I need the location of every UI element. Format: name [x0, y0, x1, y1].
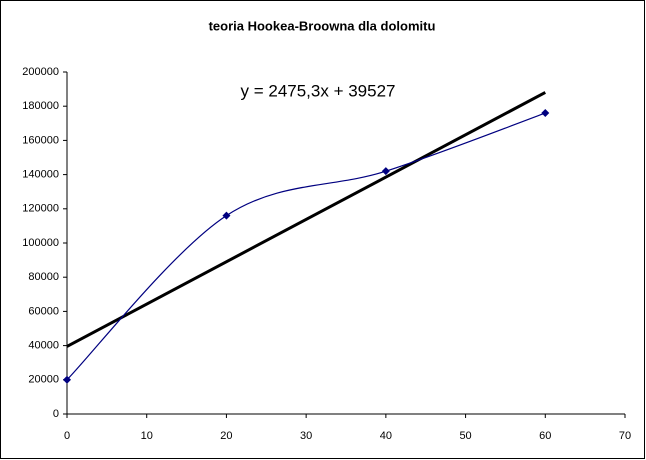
x-tick-label: 10	[141, 430, 153, 442]
trendline-equation: y = 2475,3x + 39527	[240, 81, 395, 100]
y-tick-label: 160000	[22, 134, 59, 146]
data-point	[381, 167, 390, 176]
x-tick-label: 70	[619, 430, 631, 442]
y-tick-label: 20000	[28, 374, 59, 386]
data-point	[222, 211, 231, 220]
y-tick-label: 200000	[22, 66, 59, 78]
x-tick-label: 30	[300, 430, 312, 442]
x-tick-label: 60	[539, 430, 551, 442]
x-tick-label: 0	[64, 430, 70, 442]
y-tick-label: 60000	[28, 305, 59, 317]
data-point	[541, 109, 550, 118]
y-tick-label: 40000	[28, 340, 59, 352]
y-tick-label: 140000	[22, 169, 59, 181]
y-tick-label: 0	[53, 408, 59, 420]
x-tick-label: 50	[459, 430, 471, 442]
y-tick-label: 120000	[22, 203, 59, 215]
trendline	[66, 91, 546, 348]
y-tick-label: 180000	[22, 100, 59, 112]
y-tick-label: 80000	[28, 271, 59, 283]
x-tick-label: 20	[220, 430, 232, 442]
data-point	[63, 375, 71, 384]
chart-title: teoria Hookea-Broowna dla dolomitu	[209, 18, 436, 33]
y-tick-label: 100000	[22, 237, 59, 249]
x-tick-label: 40	[380, 430, 392, 442]
series-line	[66, 112, 546, 381]
